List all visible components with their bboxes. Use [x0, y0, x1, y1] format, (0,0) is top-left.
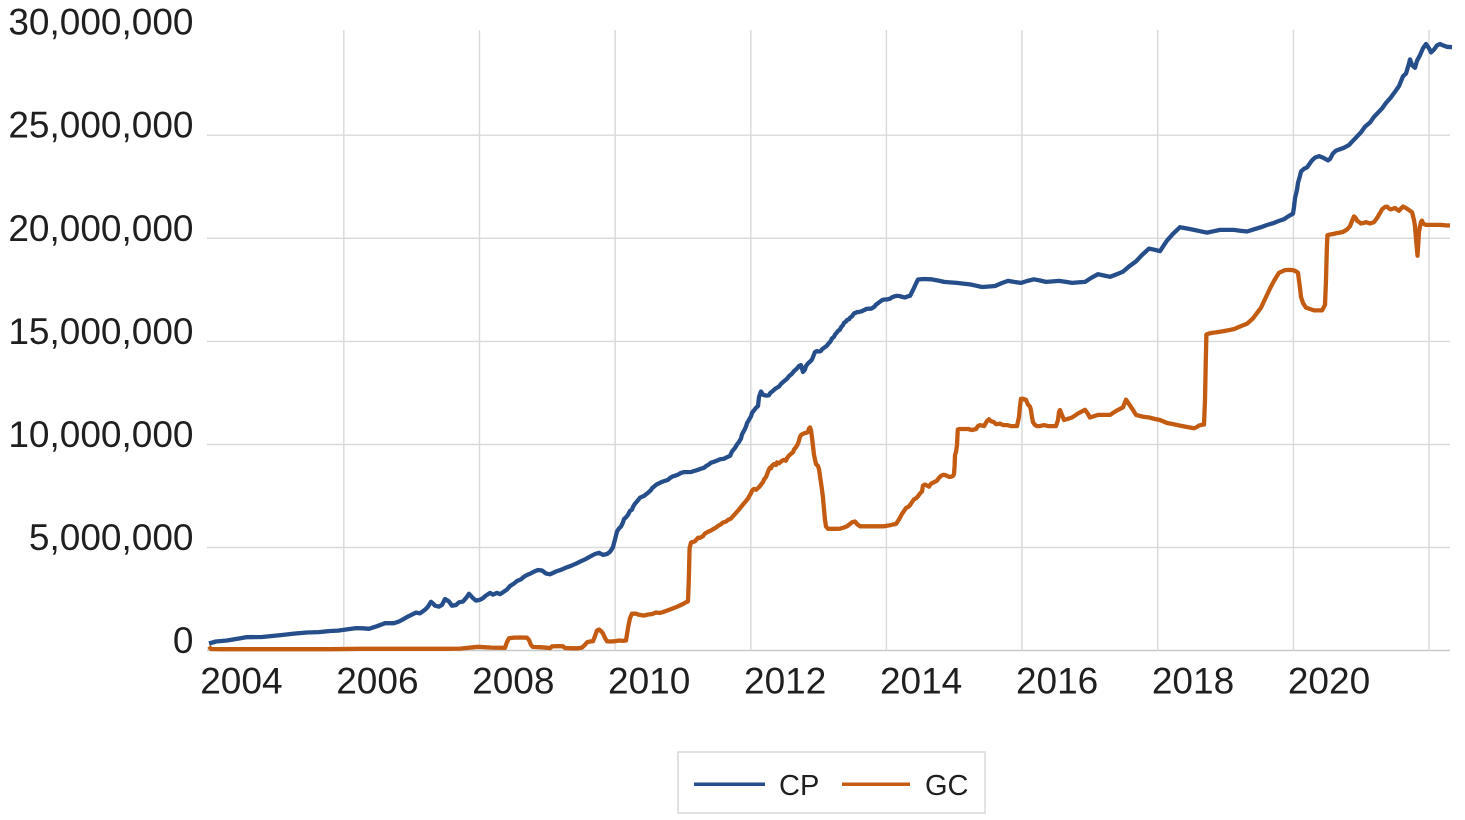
- svg-text:2010: 2010: [608, 661, 690, 702]
- svg-text:2004: 2004: [200, 661, 282, 702]
- svg-text:5,000,000: 5,000,000: [29, 517, 194, 558]
- svg-text:30,000,000: 30,000,000: [8, 2, 193, 43]
- svg-text:2018: 2018: [1152, 661, 1234, 702]
- svg-text:2020: 2020: [1288, 661, 1370, 702]
- svg-text:CP: CP: [779, 770, 819, 802]
- svg-text:GC: GC: [925, 770, 969, 802]
- svg-text:2014: 2014: [880, 661, 962, 702]
- svg-text:2006: 2006: [336, 661, 418, 702]
- svg-text:15,000,000: 15,000,000: [8, 311, 193, 352]
- svg-text:2016: 2016: [1016, 661, 1098, 702]
- svg-text:25,000,000: 25,000,000: [8, 105, 193, 146]
- svg-text:10,000,000: 10,000,000: [8, 414, 193, 455]
- svg-text:20,000,000: 20,000,000: [8, 208, 193, 249]
- svg-text:0: 0: [173, 620, 194, 661]
- svg-text:2012: 2012: [744, 661, 826, 702]
- svg-text:2008: 2008: [472, 661, 554, 702]
